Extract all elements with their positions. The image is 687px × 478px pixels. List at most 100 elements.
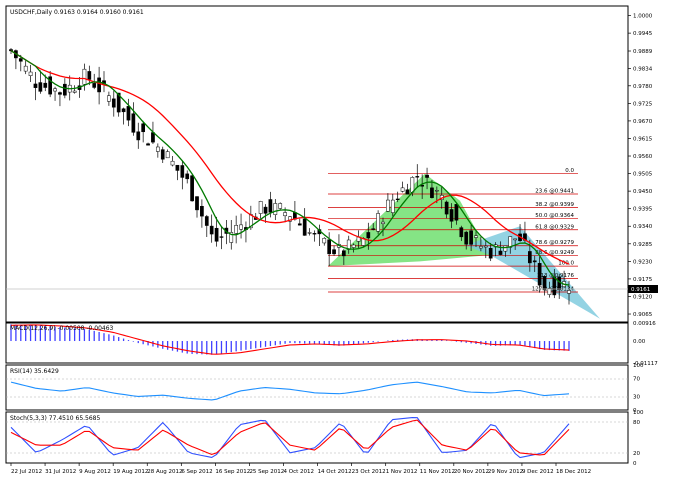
candle-body xyxy=(23,65,28,72)
candle-body xyxy=(53,88,57,92)
stochastic-axis-tick-label: 20 xyxy=(633,451,640,457)
rsi-axis-tick-label: 100 xyxy=(633,363,644,369)
candle-body xyxy=(376,213,380,232)
stochastic-axis-tick-label: 100 xyxy=(633,410,644,416)
rsi-axis-tick-label: 70 xyxy=(633,377,640,383)
candle-body xyxy=(327,239,332,255)
candle-body xyxy=(513,238,518,241)
candle-body xyxy=(160,149,165,160)
fib-level-label: 113 @0.9176 xyxy=(537,273,574,279)
time-axis-tick-label: 14 Oct 2012 xyxy=(318,469,352,475)
price-axis-tick-label: 0.9395 xyxy=(633,207,653,213)
time-axis-tick-label: 23 Oct 2012 xyxy=(352,469,386,475)
time-axis-tick-label: 19 Aug 2012 xyxy=(113,469,148,475)
candle-body xyxy=(136,131,141,141)
candle-body xyxy=(131,113,136,133)
rsi-axis-tick-label: 30 xyxy=(633,395,640,401)
fib-level-label: 88.6 @0.9249 xyxy=(535,250,574,256)
price-tag-label: 0.9161 xyxy=(631,287,650,293)
candle-body xyxy=(464,231,469,245)
candle-body xyxy=(430,187,434,198)
candle-body xyxy=(151,132,155,143)
macd-pane-title: MACD(12,26,9) -0.00508 -0.00463 xyxy=(10,325,114,332)
candle-body xyxy=(312,233,317,235)
candle-body xyxy=(28,71,33,76)
time-axis-tick-label: 9 Aug 2012 xyxy=(79,469,111,475)
time-axis-tick-label: 18 Dec 2012 xyxy=(556,469,591,475)
time-axis: 22 Jul 2012 31 Jul 2012 9 Aug 2012 19 Aug 2… xyxy=(10,463,591,475)
candle-body xyxy=(552,276,557,296)
candle-body xyxy=(371,228,376,230)
macd-pane: MACD(12,26,9) -0.00508 -0.00463 0.009160… xyxy=(5,321,658,367)
candle-body xyxy=(400,187,405,192)
candle-body xyxy=(33,83,38,88)
price-pane: 0.0 23.6 @0.9441 38.2 @0.9399 50.0 @0.9364 6… xyxy=(5,5,658,323)
time-axis-tick-label: 25 Sep 2012 xyxy=(249,469,284,475)
candle-body xyxy=(107,95,111,102)
price-axis-tick-label: 0.9340 xyxy=(633,224,653,230)
candle-body xyxy=(532,260,537,263)
candle-body xyxy=(185,173,190,180)
price-axis-tick-label: 0.9834 xyxy=(633,67,653,73)
candle-body xyxy=(283,212,287,217)
candle-body xyxy=(38,82,43,92)
stochastic-pane-title: Stoch(5,3,3) 77.4510 65.5685 xyxy=(10,415,101,422)
time-axis-tick-label: 1 Nov 2012 xyxy=(386,469,418,475)
candle-body xyxy=(386,199,390,212)
candle-body xyxy=(410,177,415,193)
candle-body xyxy=(567,290,571,294)
macd-axis: 0.00916 0.00 -0.01117 xyxy=(633,321,658,367)
candle-body xyxy=(200,206,204,217)
fib-level-label: 23.6 @0.9441 xyxy=(535,189,574,195)
rsi-pane-frame xyxy=(5,364,629,411)
time-axis-tick-label: 22 Jul 2012 xyxy=(11,469,42,475)
candle-body xyxy=(273,203,278,215)
candle-body xyxy=(165,151,170,159)
price-axis-tick-label: 0.9670 xyxy=(633,119,653,125)
price-tag xyxy=(628,285,658,293)
price-axis-tick-label: 0.9945 xyxy=(633,31,653,37)
slow-moving-average-line xyxy=(10,50,570,265)
candle-body xyxy=(229,232,234,243)
candle-body xyxy=(395,198,400,200)
candle-body xyxy=(97,77,101,93)
time-axis-tick-label: 6 Sep 2012 xyxy=(181,469,212,475)
fib-level-label: 0.0 xyxy=(565,168,574,174)
price-axis: 1.0000 0.9945 0.9889 0.9834 0.9780 0.9725 0.96… xyxy=(628,14,653,318)
candle-body xyxy=(121,108,126,113)
rsi-pane-title: RSI(14) 35.6429 xyxy=(10,368,59,375)
candle-body xyxy=(146,143,150,146)
candle-body xyxy=(92,83,97,88)
rsi-pane: RSI(14) 35.6429 100 70 30 0 xyxy=(5,363,644,414)
candle-body xyxy=(278,203,283,209)
candle-body xyxy=(209,225,214,235)
candle-body xyxy=(474,235,478,238)
stochastic-axis-tick-label: 0 xyxy=(633,461,637,467)
price-axis-tick-label: 0.9725 xyxy=(633,101,653,107)
candle-body xyxy=(155,146,160,152)
price-axis-tick-label: 0.9120 xyxy=(633,294,653,300)
candle-body xyxy=(542,276,547,290)
stochastic-pane-frame xyxy=(5,411,629,464)
time-axis-tick-label: 4 Oct 2012 xyxy=(284,469,315,475)
stochastic-pane: Stoch(5,3,3) 77.4510 65.5685 100 80 20 0 xyxy=(5,410,644,467)
fib-level-label: 50.0 @0.9364 xyxy=(535,213,574,219)
candle-body xyxy=(454,204,459,221)
candle-body xyxy=(390,199,395,213)
candle-body xyxy=(170,160,175,166)
candle-body xyxy=(263,206,268,214)
candle-body xyxy=(381,221,385,224)
candle-body xyxy=(234,225,239,234)
candle-body xyxy=(297,223,302,226)
price-axis-tick-label: 1.0000 xyxy=(633,14,653,20)
candle-body xyxy=(62,83,67,96)
stochastic-main-line xyxy=(10,416,570,459)
price-axis-tick-label: 0.9065 xyxy=(633,312,653,318)
macd-signal-line xyxy=(10,324,570,355)
candle-body xyxy=(488,248,493,259)
candle-body xyxy=(239,224,243,230)
candle-body xyxy=(425,174,429,178)
candle-body xyxy=(479,246,483,249)
stochastic-signal-line xyxy=(10,419,570,456)
